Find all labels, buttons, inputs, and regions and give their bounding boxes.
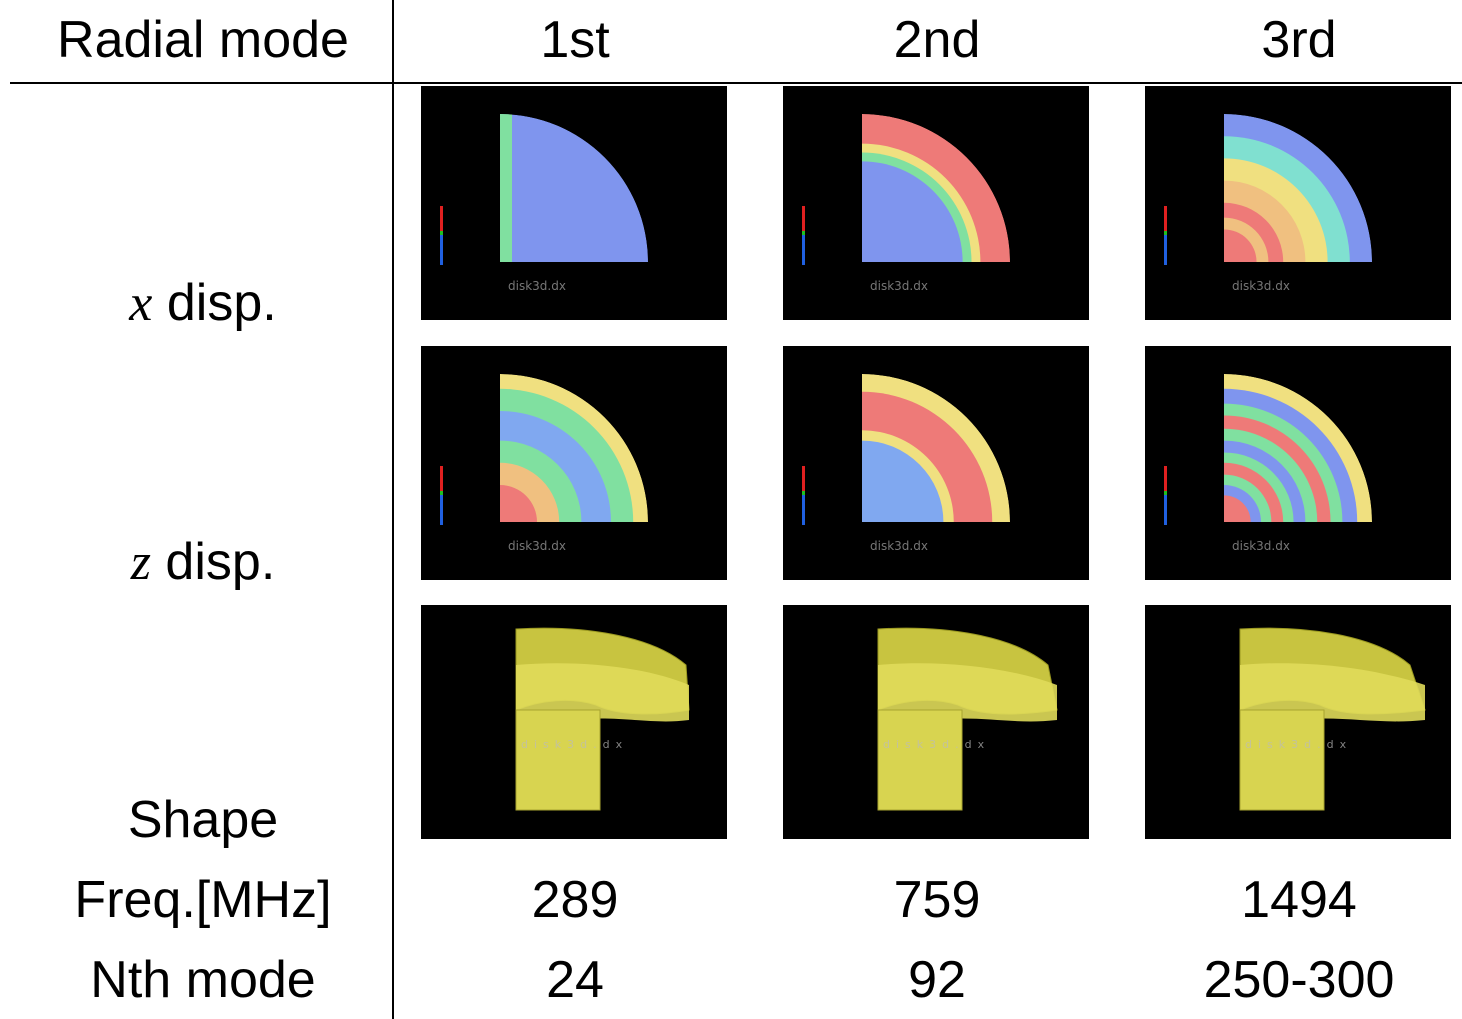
color-bar [802,495,805,525]
color-bar [440,495,443,525]
color-bar [802,206,805,231]
column-header: 1st [540,10,609,70]
color-bar [1164,491,1167,495]
cell: 250-300 [1204,950,1395,1010]
page: disk3d.dx disk3d.dx disk3d.dx disk3d.dx disk… [0,0,1462,1019]
image-caption: disk3d.dx [508,539,566,553]
shape-post [516,710,600,810]
column-header: 3rd [1261,10,1336,70]
image-caption: disk3d.dx [521,738,628,751]
color-bar [1164,235,1167,265]
cell: 759 [894,870,981,930]
color-bar [440,235,443,265]
row-label-header: Radial mode [57,10,349,70]
image-caption: disk3d.dx [870,539,928,553]
image-caption: disk3d.dx [883,738,990,751]
row-label: Shape [128,790,278,850]
image-caption: disk3d.dx [870,279,928,293]
image-caption: disk3d.dx [1232,539,1290,553]
row-text: disp. [167,274,277,332]
mode-image: disk3d.dx [783,605,1089,839]
row-label: Nth mode [90,950,315,1010]
cell: 289 [532,870,619,930]
color-bar [802,235,805,265]
color-bar [802,466,805,491]
cell: 92 [908,950,966,1010]
color-bar [802,491,805,495]
color-bar [440,231,443,235]
color-bar [1164,231,1167,235]
row-label: Freq.[MHz] [74,870,331,930]
figure-layer: disk3d.dx disk3d.dx disk3d.dx disk3d.dx disk… [0,0,1462,1019]
shape-post [1240,710,1324,810]
cell: 1494 [1241,870,1357,930]
color-band [500,114,512,262]
color-bar [440,466,443,491]
mode-image: disk3d.dx [421,605,727,839]
color-bar [1164,466,1167,491]
row-text: disp. [165,533,275,591]
color-bar [440,206,443,231]
row-label: z disp. [131,532,276,592]
row-label: x disp. [129,273,276,333]
image-caption: disk3d.dx [1245,738,1352,751]
cell: 24 [546,950,604,1010]
row-variable: z [131,534,151,591]
column-header: 2nd [894,10,981,70]
image-caption: disk3d.dx [508,279,566,293]
color-bar [1164,495,1167,525]
image-caption: disk3d.dx [1232,279,1290,293]
color-bar [440,491,443,495]
mode-image: disk3d.dx [1145,605,1451,839]
shape-post [878,710,962,810]
row-variable: x [129,275,152,332]
color-bar [802,231,805,235]
color-bar [1164,206,1167,231]
